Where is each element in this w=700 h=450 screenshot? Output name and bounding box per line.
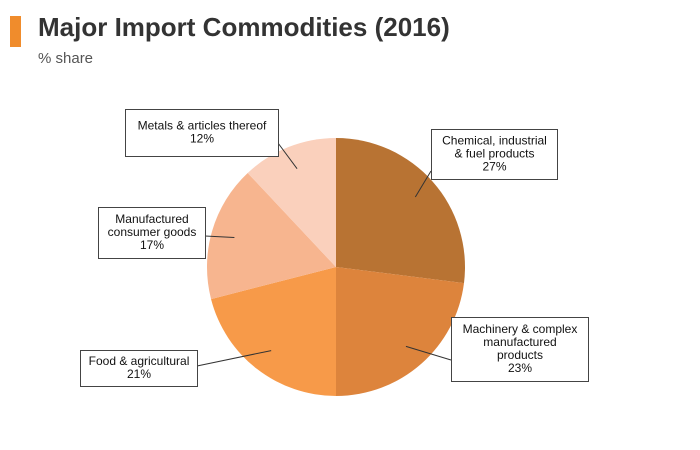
data-label-box-2 xyxy=(451,317,589,382)
chart-subtitle: % share xyxy=(38,50,94,67)
slice-value-label: 12% xyxy=(190,132,214,146)
data-label-5: Metals & articles thereof 12% xyxy=(138,119,267,146)
data-label-box-3 xyxy=(80,350,198,387)
data-label-1: Chemical, industrial & fuel products 27% xyxy=(442,134,547,174)
pie-slice-1 xyxy=(336,138,465,284)
pie-slice-4 xyxy=(206,172,336,300)
leader-line-5 xyxy=(277,142,298,169)
slice-category-label: Food & agricultural xyxy=(89,354,190,368)
slice-category-label: Chemical, industrial xyxy=(442,134,547,148)
slice-category-label: products xyxy=(497,348,543,362)
slice-value-label: 17% xyxy=(140,238,164,252)
pie-slice-5 xyxy=(247,138,336,267)
pie-slices xyxy=(206,138,465,396)
title-accent-bar xyxy=(10,16,21,47)
slice-category-label: manufactured xyxy=(483,335,556,349)
pie-slice-2 xyxy=(336,267,464,396)
slice-value-label: 21% xyxy=(127,367,151,381)
data-label-3: Food & agricultural 21% xyxy=(89,354,190,381)
leader-line-3 xyxy=(196,350,272,367)
slice-category-label: Metals & articles thereof xyxy=(138,119,267,133)
data-label-4: Manufactured consumer goods 17% xyxy=(108,212,197,252)
slice-category-label: consumer goods xyxy=(108,225,197,239)
data-label-box-1 xyxy=(431,129,558,180)
pie-slice-3 xyxy=(211,267,336,396)
leader-line-1 xyxy=(414,170,432,198)
slice-value-label: 27% xyxy=(482,160,506,174)
data-label-box-4 xyxy=(98,207,206,259)
slice-category-label: Machinery & complex xyxy=(463,322,578,336)
data-label-box-5 xyxy=(125,109,279,157)
slice-value-label: 23% xyxy=(508,361,532,375)
slice-category-label: Manufactured xyxy=(115,212,188,226)
leader-line-2 xyxy=(405,345,452,361)
chart-title: Major Import Commodities (2016) xyxy=(38,12,450,42)
slice-category-label: & fuel products xyxy=(454,147,534,161)
data-label-2: Machinery & complex manufactured products 2… xyxy=(463,322,578,375)
pie-labels: Chemical, industrial & fuel products 27% Ma… xyxy=(80,109,589,387)
leader-line-4 xyxy=(204,235,235,238)
